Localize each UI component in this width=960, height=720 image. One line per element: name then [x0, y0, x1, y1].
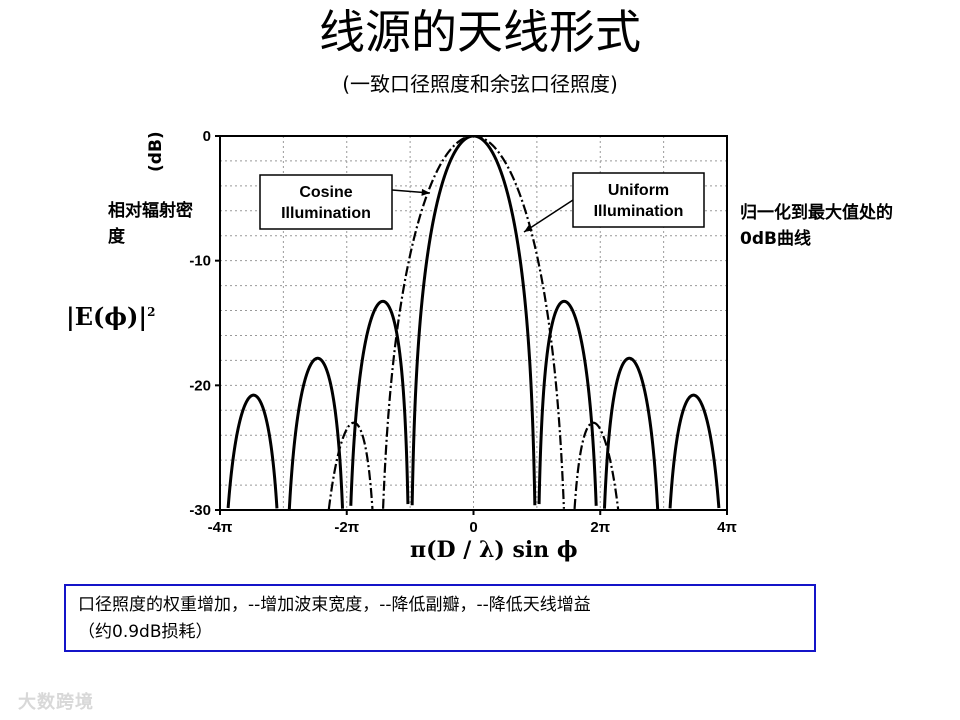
y-axis-label-right: 归一化到最大值处的0dB曲线 [740, 203, 893, 249]
note-box: 口径照度的权重增加，--增加波束宽度，--降低副瓣，--降低天线增益 （约0.9… [64, 584, 816, 652]
note-line-2: （约0.9dB损耗） [78, 622, 213, 642]
series-cosine-illumination [327, 136, 620, 510]
x-tick-label: -2π [334, 519, 359, 536]
y-axis-label-left: 相对辐射密度 [108, 201, 193, 247]
callout-uniform-arrow-line [523, 199, 574, 233]
page-subtitle: (一致口径照度和余弦口径照度) [342, 72, 618, 96]
callout-uniform-box [572, 172, 705, 228]
callout-cosine-text: Cosine [299, 184, 352, 201]
x-tick-label: 2π [590, 519, 610, 536]
x-axis-label: π(D / λ) sin ϕ [410, 537, 578, 563]
series-uniform-illumination [226, 136, 721, 510]
x-tick-label: 0 [469, 519, 477, 536]
page-title: 线源的天线形式 [319, 5, 641, 59]
x-tick-label: 4π [717, 519, 737, 536]
y-tick-label: -20 [189, 377, 211, 394]
callout-uniform-arrow-head [524, 224, 533, 232]
callout-uniform-text: Uniform [608, 182, 669, 199]
note-line-1: 口径照度的权重增加，--增加波束宽度，--降低副瓣，--降低天线增益 [78, 595, 591, 615]
e-phi-formula: |E(ϕ)|2 [66, 302, 156, 331]
y-tick-label: -10 [189, 253, 211, 270]
x-tick-label: -4π [208, 519, 233, 536]
y-tick-label: -30 [189, 502, 211, 519]
watermark-logo: 大数跨境 [18, 692, 94, 713]
y-tick-label: 0 [203, 128, 211, 145]
callout-cosine-box [259, 174, 393, 230]
callout-uniform-text: Illumination [594, 203, 684, 220]
callout-cosine-text: Illumination [281, 205, 371, 222]
callout-cosine-arrow-head [421, 188, 430, 196]
